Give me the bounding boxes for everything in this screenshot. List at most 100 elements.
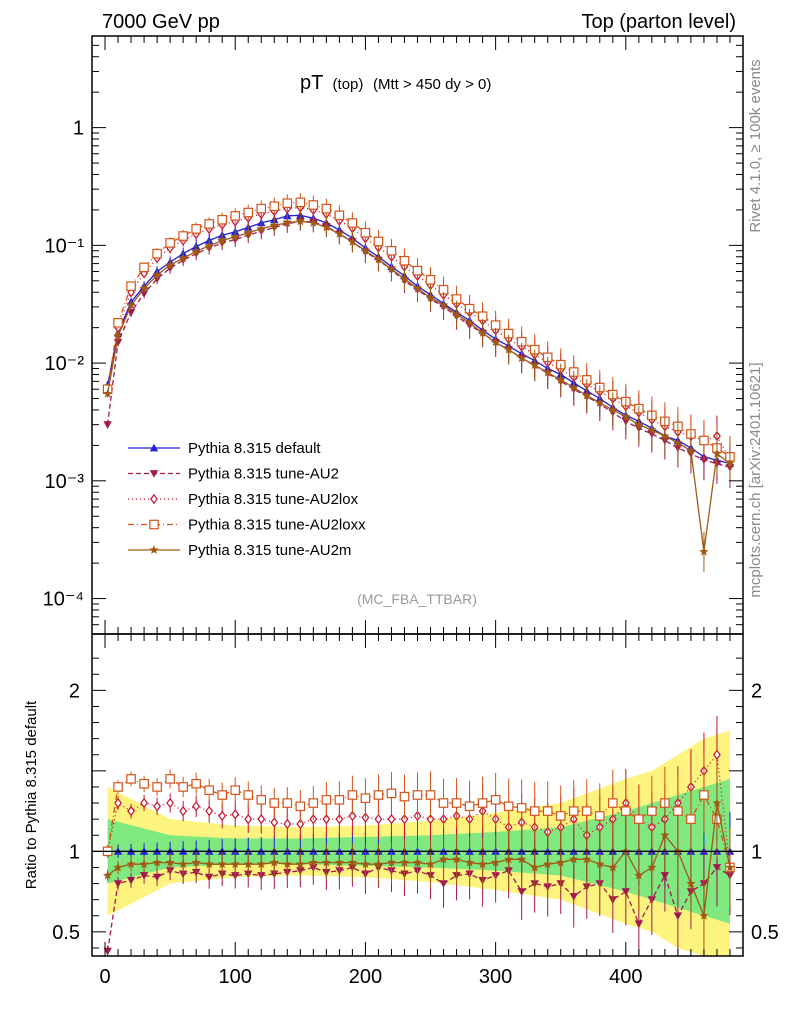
series-5-ratio-point [595, 859, 605, 869]
series-4-ratio-point [516, 803, 527, 813]
series-5-point [478, 328, 488, 337]
series-4-ratio-point [673, 806, 683, 816]
series-5-ratio-point [103, 870, 113, 880]
series-5-ratio-point [217, 859, 227, 869]
series-4-point [699, 435, 709, 446]
series-4-point [295, 197, 306, 208]
plot-title-cut: (Mtt > 450 dy > 0) [373, 76, 491, 93]
series-5-ratio-point [452, 854, 462, 864]
series-4-ratio-point [165, 774, 175, 784]
series-2-ratio-point [621, 888, 631, 896]
plot-title-main: pT [300, 72, 323, 94]
series-3-ratio-point [713, 749, 721, 760]
series-5-ratio-point [491, 857, 501, 867]
series-4-ratio-point [581, 806, 592, 816]
series-3-ratio-point [179, 805, 188, 817]
main-ytick-label: 1 [73, 118, 84, 140]
series-5-ratio-point [321, 857, 331, 867]
main-ytick-label: 10⁻⁴ [43, 589, 84, 611]
series-4-point [113, 317, 123, 328]
series-3-ratio-point [127, 805, 135, 817]
ratio-ylabel: Ratio to Pythia 8.315 default [23, 700, 40, 889]
series-5-point [569, 382, 579, 392]
series-5-ratio-point [647, 862, 657, 872]
series-5-point [295, 216, 305, 226]
series-3-ratio-point [140, 797, 148, 809]
series-5-point [556, 375, 566, 384]
series-4-point [347, 218, 358, 228]
main-axis-ticks: 1 10⁻¹ 10⁻² 10⁻³ 10⁻⁴ [43, 35, 743, 635]
series-5-point [686, 445, 696, 455]
series-3-ratio-point [348, 810, 357, 822]
series-5-point [660, 431, 670, 440]
series-5-point [491, 337, 501, 347]
series-3-ratio-point [192, 801, 201, 812]
legend-label-3: Pythia 8.315 tune-AU2lox [188, 491, 359, 508]
series-3-ratio-point [257, 813, 266, 825]
series-5-ratio-point [478, 859, 488, 869]
xtick-label: 400 [609, 966, 642, 988]
series-4-ratio-point [412, 790, 423, 800]
ratio-panel: 2 2 1 1 0.5 0.5 Ratio to Pythia 8.315 default [23, 633, 779, 957]
series-5-ratio-point [178, 859, 188, 869]
series-5-point [113, 331, 123, 340]
series-4-ratio-point [373, 790, 384, 800]
series-5-point [452, 309, 462, 319]
series-3-ratio-point [426, 813, 435, 825]
legend-marker-2 [149, 470, 159, 478]
series-3-ratio-point [387, 813, 396, 825]
series-3-ratio-point [218, 810, 227, 822]
series-5-ratio-point [139, 859, 149, 869]
series-5-point [504, 344, 514, 354]
ratio-axis-ticks: 2 2 1 1 0.5 0.5 [52, 657, 779, 949]
series-5-point [425, 292, 436, 302]
series-2-ratio-point [569, 893, 578, 901]
series-4-ratio-point [191, 778, 201, 789]
series-4-point [165, 238, 175, 248]
series-5-point [517, 353, 527, 363]
series-4-point [269, 201, 280, 212]
series-4-ratio-point [204, 785, 214, 795]
series-5-ratio-point [712, 798, 722, 807]
series-3-ratio-point [231, 809, 240, 820]
series-5-ratio-point [295, 859, 305, 869]
series-3-ratio-point [283, 818, 292, 830]
ratio-ytick-label-right: 1 [751, 841, 762, 863]
series-5-ratio-point [282, 859, 292, 869]
series-4-point [139, 262, 149, 273]
series-5-point [282, 218, 292, 227]
series-5-point [139, 283, 149, 293]
series-5-ratio-point [308, 857, 318, 867]
series-4-ratio-point [269, 798, 280, 808]
series-4-point [178, 231, 188, 241]
main-ytick-label: 10⁻³ [45, 471, 85, 493]
series-4-point [256, 203, 267, 214]
series-5-point [647, 425, 657, 434]
series-5-ratio-point [152, 857, 162, 867]
series-4-line [106, 201, 731, 458]
series-5-point [595, 398, 605, 407]
analysis-id: (MC_FBA_TTBAR) [357, 591, 477, 607]
series-4-ratio-point [555, 811, 566, 821]
series-5-point [673, 438, 683, 447]
series-4-ratio-point [243, 790, 254, 800]
series-4-ratio-point [503, 801, 514, 812]
series-4-ratio-point [295, 801, 306, 812]
series-2-ratio-point [152, 873, 162, 882]
series-4-ratio-point [308, 798, 319, 808]
series-5-ratio-point [608, 862, 618, 872]
series-5-ratio-point [582, 854, 592, 864]
series-5-point [438, 300, 449, 310]
series-3-ratio-point [335, 813, 344, 825]
series-5-ratio-point [126, 859, 136, 869]
mcplots-label: mcplots.cern.ch [arXiv:2401.10621] [747, 362, 764, 597]
series-4-ratio-point [425, 790, 436, 800]
series-5-point [608, 405, 618, 414]
series-4-ratio-point [542, 806, 553, 816]
series-5-point [543, 367, 553, 377]
series-3-ratio-point [400, 813, 409, 825]
series-5-point [230, 232, 240, 241]
series-5-point [126, 300, 136, 310]
series-4-point [412, 265, 423, 276]
